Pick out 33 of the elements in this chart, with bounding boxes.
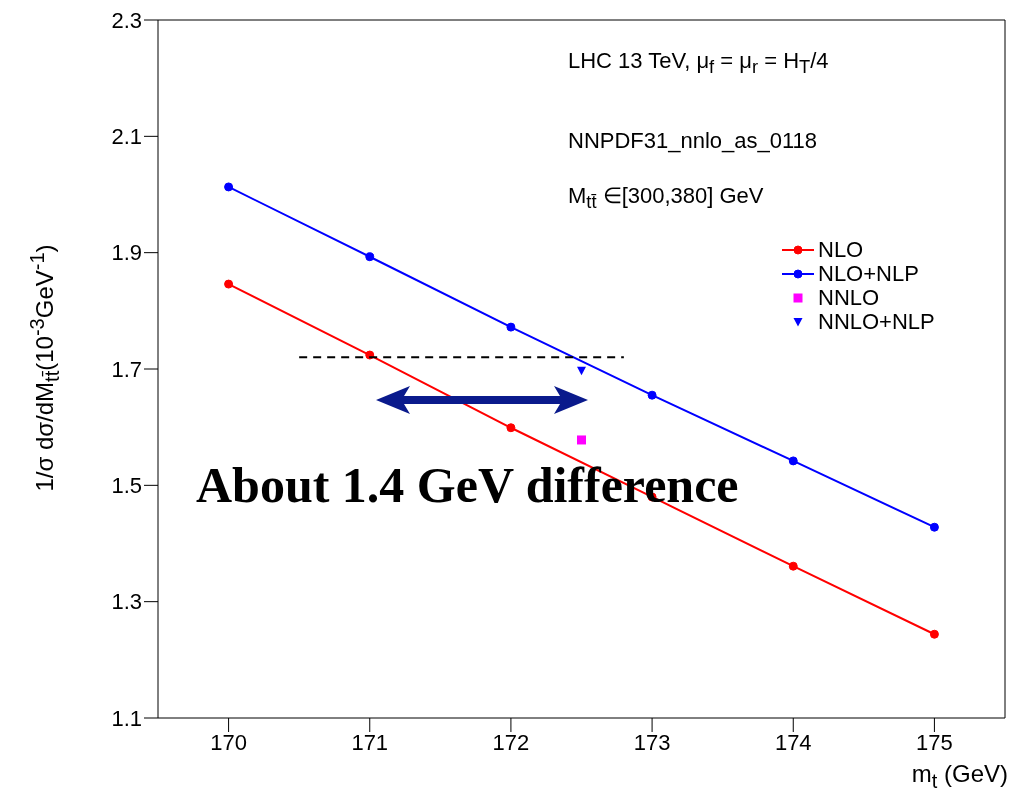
annotation: LHC 13 TeV, μ$_{f}$ = μ$_{r}$ = H$_{T}$/4 (568, 48, 829, 79)
point (929, 522, 939, 532)
y-tick-label: 2.3 (111, 7, 142, 33)
point (224, 182, 234, 192)
point (647, 390, 657, 400)
legend-label: NLO (818, 237, 864, 263)
y-tick-label: 1.1 (111, 705, 142, 731)
x-tick-label: 173 (633, 729, 671, 755)
legend-label: NNLO (818, 285, 880, 311)
point (506, 423, 516, 433)
annotation: NNPDF31_nnlo_as_0118 (568, 128, 818, 154)
point (788, 561, 798, 571)
y-tick-label: 2.1 (111, 124, 142, 150)
point (788, 456, 798, 466)
x-tick-label: 175 (916, 729, 953, 755)
x-tick-label: 171 (351, 729, 389, 755)
point (224, 279, 234, 289)
point (506, 322, 516, 332)
point (577, 366, 586, 376)
legend-label: NNLO+NLP (818, 309, 935, 335)
x-tick-label: 174 (774, 729, 812, 755)
point (577, 435, 586, 445)
x-tick-label: 172 (492, 729, 530, 755)
point (365, 252, 375, 262)
y-tick-label: 1.9 (111, 240, 142, 266)
point (929, 629, 939, 639)
y-tick-label: 1.5 (111, 473, 142, 499)
legend-label: NLO+NLP (818, 261, 919, 287)
y-tick-label: 1.3 (111, 589, 142, 615)
y-tick-label: 1.7 (111, 356, 142, 382)
annotation: M$_{tt̄}$ ∈[300,380] GeV (568, 183, 764, 214)
x-tick-label: 170 (210, 729, 247, 755)
x-axis-title: m$_{t}$ (GeV) (911, 760, 1008, 793)
